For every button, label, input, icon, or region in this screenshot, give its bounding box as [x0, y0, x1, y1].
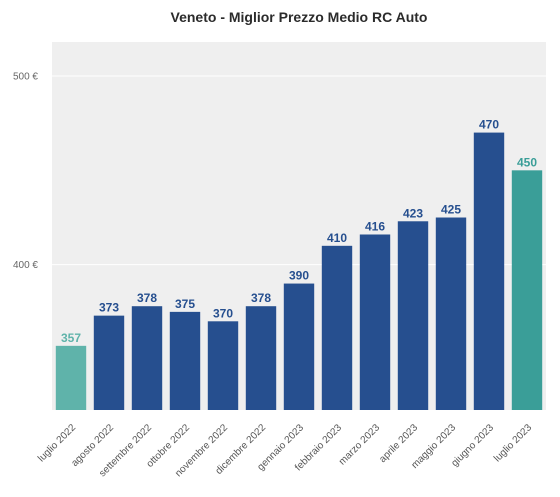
bars — [55, 132, 543, 411]
data-label: 450 — [517, 155, 537, 169]
data-label: 373 — [99, 301, 119, 315]
bar — [511, 170, 543, 410]
data-label: 390 — [289, 269, 309, 283]
data-label: 410 — [327, 231, 347, 245]
data-label: 378 — [137, 291, 157, 305]
y-tick-label: 400 € — [13, 260, 38, 271]
bar — [55, 345, 87, 410]
chart-title: Veneto - Miglior Prezzo Medio RC Auto — [171, 9, 428, 25]
bar — [131, 306, 163, 410]
data-label: 378 — [251, 291, 271, 305]
bar — [93, 315, 125, 410]
data-label: 423 — [403, 206, 423, 220]
data-label: 470 — [479, 118, 499, 132]
bar — [283, 283, 315, 410]
bar — [397, 221, 429, 410]
y-axis-ticks: 400 € 500 € — [13, 71, 38, 271]
bar — [435, 217, 467, 410]
bar — [473, 132, 505, 411]
x-tick-label: marzo 2023 — [337, 422, 382, 467]
x-tick-label: luglio 2023 — [492, 422, 534, 464]
data-label: 357 — [61, 331, 81, 345]
data-label: 375 — [175, 297, 195, 311]
bar — [207, 321, 239, 410]
data-labels: 357 373 378 375 370 378 390 410 416 423 425 470 450 — [61, 118, 537, 345]
bar — [321, 245, 353, 410]
data-label: 370 — [213, 306, 233, 320]
data-label: 416 — [365, 219, 385, 233]
bar — [169, 311, 201, 410]
y-tick-label: 500 € — [13, 71, 38, 82]
data-label: 425 — [441, 203, 461, 217]
bar — [359, 234, 391, 410]
bar — [245, 306, 277, 410]
